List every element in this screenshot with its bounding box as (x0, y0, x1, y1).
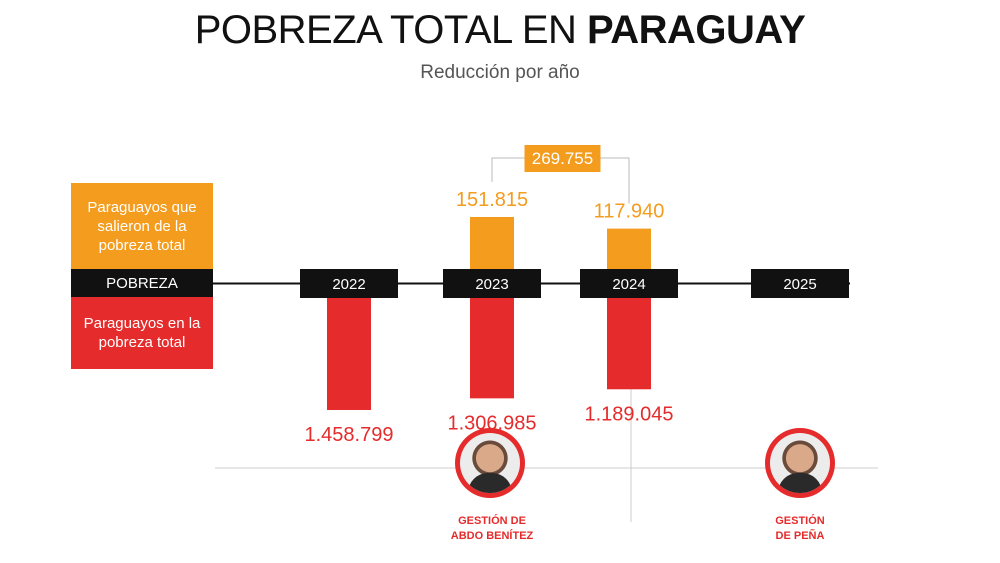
year-label: 2024 (612, 276, 645, 293)
legend-exit-poverty: Paraguayos que salieron de la pobreza to… (71, 183, 213, 269)
year-box (443, 269, 541, 298)
value-label-in-poverty: 1.189.045 (585, 403, 674, 425)
bar-exit-poverty (470, 217, 514, 269)
person-portrait-icon (770, 433, 830, 493)
gov-label-abdo-line1: GESTIÓN DE (458, 515, 526, 527)
year-label: 2022 (332, 276, 365, 293)
avatar-pena (765, 428, 835, 498)
gov-label-pena: GESTIÓN DE PEÑA (720, 514, 880, 544)
year-box (300, 269, 398, 298)
gov-label-abdo: GESTIÓN DE ABDO BENÍTEZ (412, 514, 572, 544)
value-label-in-poverty: 1.458.799 (305, 424, 394, 446)
legend-axis-label: POBREZA (71, 269, 213, 298)
total-exit-label: 269.755 (532, 149, 593, 168)
bar-in-poverty (607, 298, 651, 390)
chart-title: POBREZA TOTAL EN PARAGUAY (0, 8, 1000, 53)
year-box (751, 269, 849, 298)
bar-in-poverty (327, 298, 371, 410)
value-label-in-poverty: 1.306.985 (448, 412, 537, 434)
gov-label-pena-line2: DE PEÑA (775, 530, 825, 542)
title-main: POBREZA TOTAL EN (194, 8, 588, 52)
year-box (580, 269, 678, 298)
gov-label-abdo-line2: ABDO BENÍTEZ (450, 530, 534, 542)
bar-in-poverty (470, 298, 514, 399)
value-label-exit-poverty: 151.815 (456, 189, 528, 211)
total-exit-badge (524, 145, 601, 172)
year-label: 2023 (475, 276, 508, 293)
gov-label-pena-line1: GESTIÓN (775, 515, 825, 527)
person-portrait-icon (460, 433, 520, 493)
legend-in-poverty: Paraguayos en la pobreza total (71, 297, 213, 369)
title-bold: PARAGUAY (587, 8, 806, 52)
bar-exit-poverty (607, 228, 651, 269)
year-label: 2025 (783, 276, 816, 293)
avatar-abdo (455, 428, 525, 498)
chart-subtitle: Reducción por año (420, 62, 580, 83)
value-label-exit-poverty: 117.940 (594, 201, 665, 223)
